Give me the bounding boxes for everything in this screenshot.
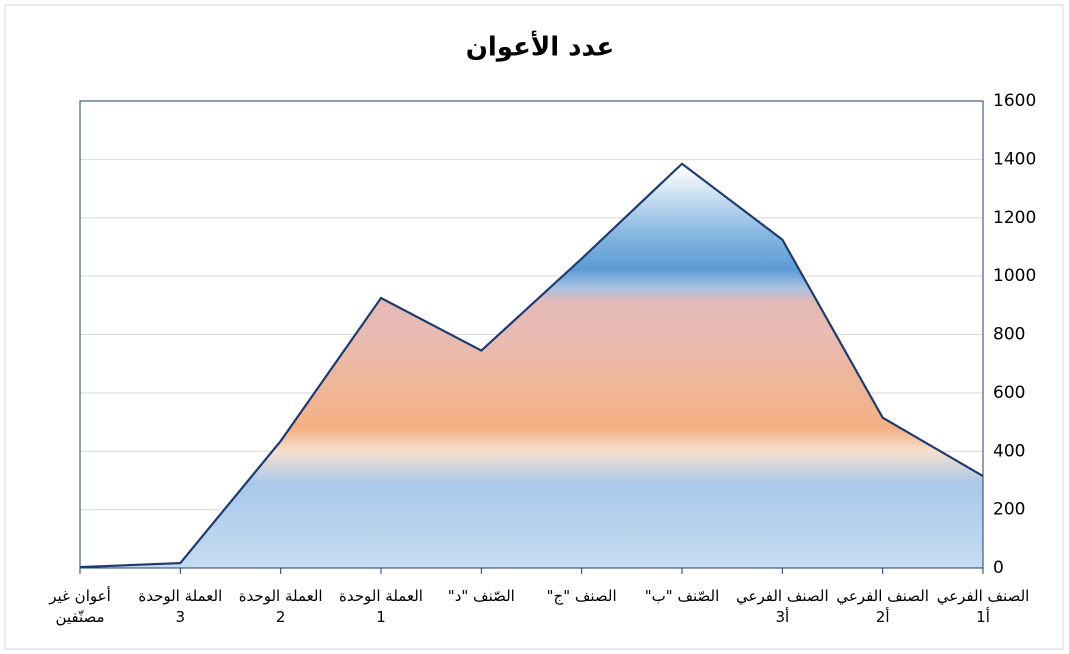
x-tick-label: العملة الوحدة 3 [138,587,223,626]
x-tick-label: الصّنف "د" [447,587,515,605]
y-tick-label: 1200 [993,208,1036,228]
area-fill [80,163,983,569]
plot-border [79,100,984,569]
area-line [79,162,984,569]
x-tick-label: الصّنف "ب" [644,587,720,605]
y-tick-label: 1400 [993,149,1036,169]
y-tick-label: 800 [993,325,1025,345]
y-tick-label: 400 [993,441,1025,461]
x-tick-label: العملة الوحدة 1 [339,587,423,626]
x-tick-label: الصنف الفرعي أ1 [936,587,1030,626]
x-tick-label: الصنف الفرعي أ2 [836,587,929,626]
y-tick-label: 1600 [993,91,1036,111]
y-tick-label: 0 [993,558,1004,578]
y-tick-label: 200 [993,500,1025,520]
y-tick-label: 600 [993,383,1025,403]
x-tick-label: العملة الوحدة 2 [238,587,323,626]
x-tick-label: أعوان غير مصنّفين [49,587,111,626]
x-tick-label: الصنف الفرعي أ3 [736,587,829,626]
chart-title: عدد الأعوان [466,31,615,63]
x-tick-label: الصنف "ج" [546,587,617,605]
y-tick-label: 1000 [993,266,1036,286]
